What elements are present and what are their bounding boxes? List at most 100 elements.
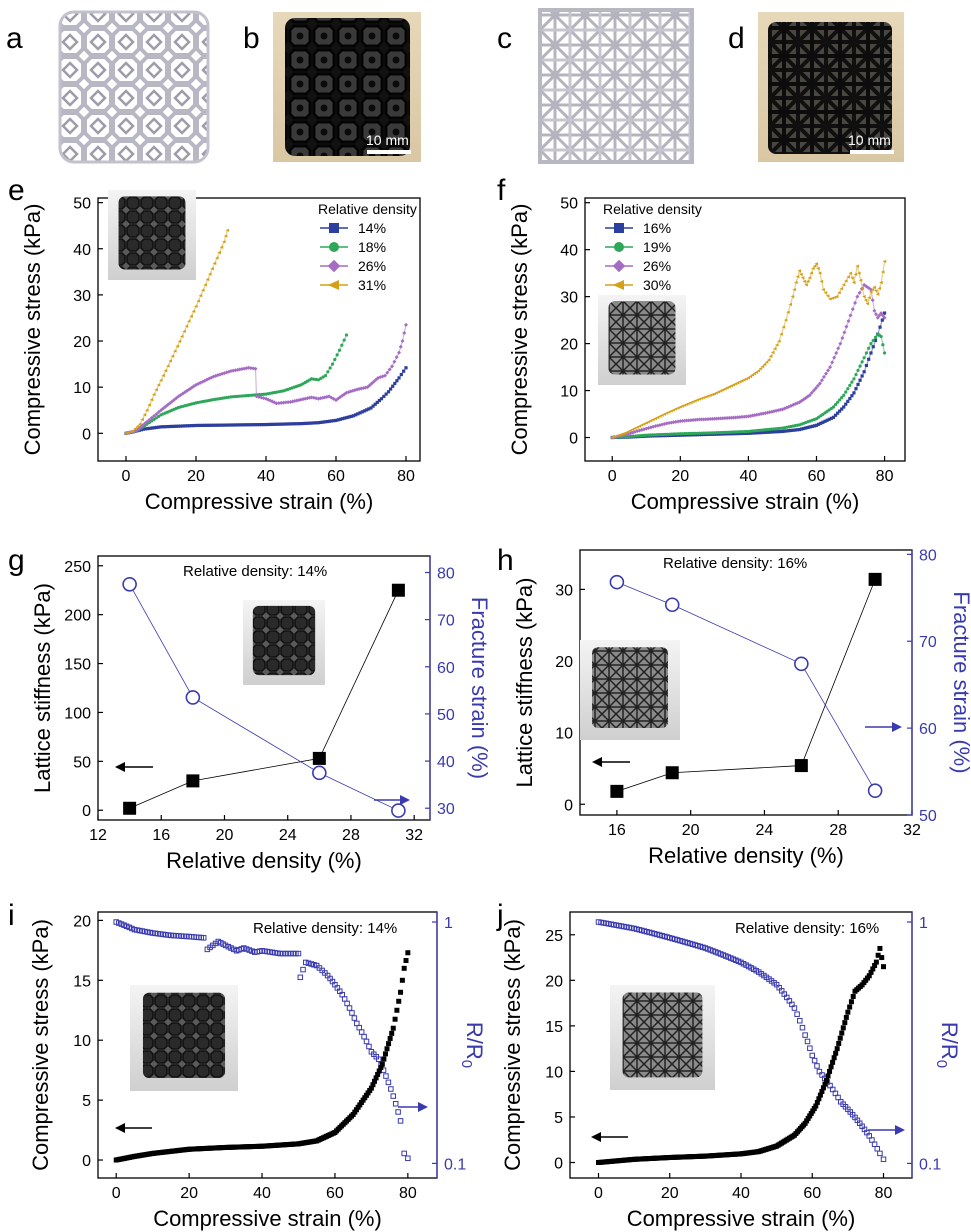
data-point [156, 383, 161, 387]
stress-point [405, 950, 411, 956]
x-tick-label: 0 [608, 468, 617, 485]
data-point [157, 414, 161, 418]
plot-frame [584, 197, 906, 462]
lattice-inset-g [243, 600, 325, 685]
y-tick-label: 15 [73, 973, 91, 990]
resistance-point [390, 1093, 397, 1099]
scale-bar-d [850, 150, 894, 154]
data-point [344, 333, 349, 337]
data-point [790, 295, 795, 299]
lattice-inset-h [580, 640, 680, 740]
series-line [125, 230, 229, 434]
data-point [839, 287, 844, 291]
stiffness-line [616, 579, 876, 792]
series-e-14% [124, 366, 408, 435]
data-point [810, 424, 814, 428]
data-point [842, 330, 847, 335]
y2-tick-label: 60 [437, 660, 455, 677]
data-point [794, 280, 798, 285]
stress-point [819, 1088, 825, 1094]
stress-point [378, 1065, 384, 1071]
data-point [270, 422, 275, 426]
right-axis-arrow-head [895, 1125, 905, 1135]
data-point [779, 332, 783, 336]
resistance-point [358, 1029, 365, 1035]
data-point [246, 365, 251, 370]
stress-point [847, 1004, 853, 1010]
data-point [194, 304, 198, 309]
data-point [279, 400, 284, 405]
x-tick-label: 32 [405, 827, 423, 844]
series-f-19% [610, 332, 887, 440]
data-point [811, 266, 815, 271]
fracture-point [609, 574, 625, 590]
data-point [220, 423, 224, 427]
stress-point [828, 1064, 834, 1070]
stress-point [840, 1025, 846, 1031]
lattice-inset-f [598, 295, 686, 385]
resistance-point [383, 1073, 389, 1079]
fracture-point [185, 690, 201, 705]
data-point [170, 354, 175, 358]
stiffness-point [665, 766, 679, 780]
y2-tick-label: 70 [919, 634, 937, 651]
data-point [646, 420, 651, 424]
chart-i: 0 20 40 60 80 0 5 10 15 20 Compressive strain (%) C… [28, 911, 487, 1231]
data-point [358, 411, 362, 415]
data-point [281, 422, 286, 426]
data-point [231, 423, 235, 427]
data-point [833, 413, 838, 417]
data-point [880, 270, 885, 274]
data-point [850, 276, 854, 280]
resistance-point [392, 1100, 399, 1107]
data-point [788, 302, 792, 307]
data-point [840, 395, 844, 400]
stress-point [375, 1071, 381, 1077]
data-point [214, 423, 218, 427]
series-e-26% [124, 322, 408, 436]
stress-point [877, 945, 883, 951]
data-point [181, 424, 185, 428]
x-tick-label: 32 [903, 822, 921, 839]
data-point [264, 422, 268, 427]
y-tick-label: 150 [64, 657, 91, 674]
data-point [190, 424, 194, 428]
data-point [218, 423, 222, 427]
stress-point [817, 1092, 823, 1098]
data-point [235, 423, 240, 427]
y-tick-label: 25 [545, 928, 563, 945]
data-point [824, 371, 829, 376]
data-point [286, 400, 291, 405]
density-note: Relative density: 16% [735, 920, 879, 937]
legend-item: 26% [605, 258, 671, 274]
resistance-point [366, 1043, 372, 1050]
data-point [880, 313, 885, 318]
data-point [844, 390, 848, 394]
data-point [660, 413, 664, 417]
data-point [714, 416, 719, 421]
data-point [392, 359, 397, 364]
x-axis-label: Compressive strain (%) [153, 1206, 382, 1231]
y2-axis-label: R/R0 [933, 1022, 962, 1068]
data-point [850, 380, 854, 384]
data-point [138, 422, 142, 426]
data-point [865, 302, 870, 306]
scale-bar-b [367, 150, 411, 154]
data-point [763, 430, 768, 434]
x-tick-label: 80 [876, 468, 894, 485]
data-point [708, 416, 713, 421]
y-axis-label: Compressive stress (kPa) [500, 919, 525, 1171]
data-point [778, 429, 782, 434]
data-point [857, 290, 862, 295]
data-point [835, 411, 840, 415]
data-point [823, 419, 827, 423]
data-point [155, 425, 159, 430]
x-tick-label: 60 [327, 468, 345, 485]
data-point [780, 429, 785, 434]
data-point [655, 415, 660, 420]
data-point [821, 420, 825, 424]
data-point [879, 280, 883, 285]
stress-point [379, 1061, 385, 1067]
data-point [249, 423, 253, 427]
y-tick-label: 200 [64, 608, 91, 625]
